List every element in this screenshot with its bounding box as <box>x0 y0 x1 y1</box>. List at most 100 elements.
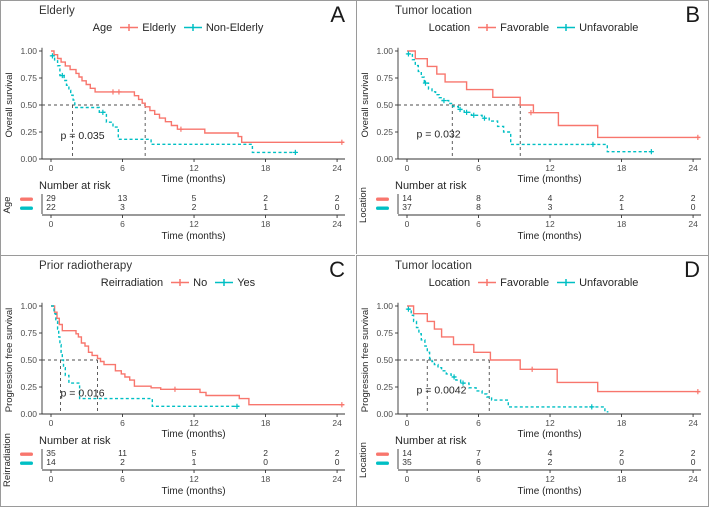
survival-curve-favorable <box>407 305 701 393</box>
risk-group-swatch-unfavorable <box>376 206 389 210</box>
risk-count: 3 <box>120 202 125 212</box>
risk-group-swatch-elderly <box>20 197 33 201</box>
risk-count: 2 <box>120 457 125 467</box>
risk-x-tick-label: 24 <box>332 474 342 484</box>
legend-item-favorable: Favorable <box>478 22 549 34</box>
risk-x-tick-label: 6 <box>120 474 125 484</box>
y-tick-label: 0.00 <box>20 409 37 419</box>
legend-item-label: Favorable <box>500 21 550 34</box>
risk-count: 1 <box>619 202 624 212</box>
y-tick-label: 1.00 <box>20 46 37 56</box>
panel-title: Tumor location <box>395 260 473 272</box>
legend-key-line-cross-icon <box>120 24 139 31</box>
survival-plot: 0.00 0.25 0.50 0.75 1.00 0 6 12 18 24 Time (months… <box>360 301 701 440</box>
x-axis-title: Time (months) <box>517 174 581 185</box>
y-tick-label: 0.75 <box>20 328 37 338</box>
risk-axis-label: Location <box>358 187 369 223</box>
risk-table-header: Number at risk <box>395 180 467 192</box>
survival-curve-unfavorable <box>407 308 609 413</box>
legend: Location Favorable Unfavorable <box>357 275 708 290</box>
risk-count: 0 <box>619 457 624 467</box>
risk-count: 2 <box>548 457 553 467</box>
y-tick-label: 1.00 <box>20 301 37 311</box>
y-tick-label: 0.25 <box>376 127 393 137</box>
p-value-label: p = 0.035 <box>61 130 105 142</box>
p-value-label: p = 0.016 <box>61 388 105 400</box>
risk-count: 35 <box>402 457 412 467</box>
risk-group-swatch-non-elderly <box>20 206 33 210</box>
y-tick-label: 1.00 <box>376 301 393 311</box>
x-axis-title: Time (months) <box>161 174 225 185</box>
risk-x-tick-label: 6 <box>476 219 481 229</box>
survival-plot: 0.00 0.25 0.50 0.75 1.00 0 6 12 18 24 Time (months… <box>4 301 345 440</box>
risk-count: 7 <box>476 448 481 458</box>
risk-count: 8 <box>476 202 481 212</box>
x-tick-label: 12 <box>545 163 555 173</box>
risk-count: 2 <box>263 193 268 203</box>
legend-key-line-cross-icon <box>171 279 190 286</box>
legend-item-unfavorable: Unfavorable <box>557 22 638 34</box>
risk-x-tick-label: 12 <box>545 219 555 229</box>
legend-key-line-cross-icon <box>557 279 576 286</box>
risk-count: 2 <box>691 448 696 458</box>
survival-curve-favorable <box>407 50 701 139</box>
risk-x-axis-title: Time (months) <box>161 486 225 497</box>
y-tick-label: 0.50 <box>376 355 393 365</box>
risk-axis-label: Reirradiation <box>2 433 13 487</box>
y-tick-label: 0.50 <box>20 355 37 365</box>
legend-item-label: No <box>193 276 208 289</box>
y-axis-title: Progression free survival <box>4 308 15 413</box>
risk-x-tick-label: 0 <box>49 219 54 229</box>
y-tick-label: 0.75 <box>376 328 393 338</box>
y-axis-title: Progression free survival <box>360 308 371 413</box>
risk-x-tick-label: 12 <box>189 219 199 229</box>
legend-item-unfavorable: Unfavorable <box>557 277 638 289</box>
survival-curve-unfavorable <box>407 53 653 153</box>
risk-count: 6 <box>476 457 481 467</box>
x-tick-label: 24 <box>332 163 342 173</box>
risk-x-tick-label: 24 <box>688 474 698 484</box>
y-tick-label: 0.50 <box>20 100 37 110</box>
panel-c: Prior radiotherapy C Reirradiation No Yes … <box>1 255 355 506</box>
x-tick-label: 6 <box>476 418 481 428</box>
risk-group-swatch-no <box>20 452 33 456</box>
x-tick-label: 6 <box>476 163 481 173</box>
legend-item-label: Yes <box>237 276 256 289</box>
survival-curve-yes <box>51 305 240 407</box>
risk-count: 2 <box>619 193 624 203</box>
x-tick-label: 12 <box>189 163 199 173</box>
risk-count: 22 <box>46 202 56 212</box>
risk-count: 4 <box>548 448 553 458</box>
y-tick-label: 0.00 <box>376 154 393 164</box>
risk-x-tick-label: 0 <box>405 219 410 229</box>
risk-x-axis-title: Time (months) <box>161 231 225 242</box>
risk-count: 0 <box>335 457 340 467</box>
risk-count: 0 <box>335 202 340 212</box>
risk-count: 2 <box>335 448 340 458</box>
risk-count: 14 <box>402 448 412 458</box>
risk-x-tick-label: 18 <box>617 219 627 229</box>
risk-x-tick-label: 24 <box>688 219 698 229</box>
x-tick-label: 0 <box>49 163 54 173</box>
y-tick-label: 0.25 <box>376 382 393 392</box>
y-tick-label: 0.50 <box>376 100 393 110</box>
panel-title: Prior radiotherapy <box>39 260 133 272</box>
legend-title: Location <box>428 21 471 34</box>
risk-x-tick-label: 18 <box>261 474 271 484</box>
risk-count: 5 <box>192 193 197 203</box>
x-tick-label: 6 <box>120 163 125 173</box>
y-tick-label: 0.75 <box>20 73 37 83</box>
x-tick-label: 0 <box>49 418 54 428</box>
panel-letter: C <box>329 257 345 282</box>
x-tick-label: 0 <box>405 418 410 428</box>
risk-count: 14 <box>402 193 412 203</box>
risk-group-swatch-unfavorable <box>376 461 389 465</box>
risk-group-swatch-favorable <box>376 452 389 456</box>
risk-count: 2 <box>192 202 197 212</box>
risk-count: 0 <box>263 457 268 467</box>
risk-group-swatch-favorable <box>376 197 389 201</box>
legend-title: Age <box>92 21 113 34</box>
legend-key-line-cross-icon <box>478 279 497 286</box>
